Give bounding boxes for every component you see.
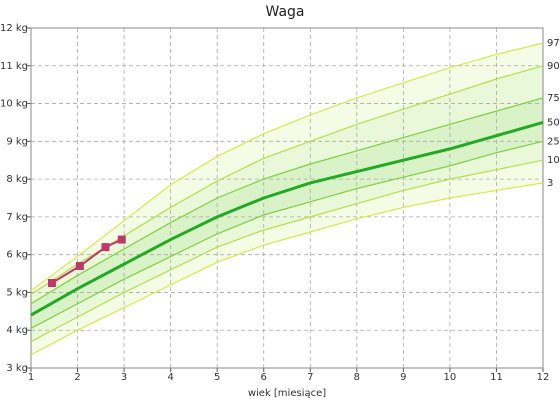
y-tick-label: 3 kg <box>6 363 28 374</box>
percentile-label: 97 <box>547 38 560 49</box>
percentile-line <box>30 182 544 356</box>
x-tick-label: 3 <box>121 372 127 383</box>
x-tick-label: 11 <box>490 372 503 383</box>
percentile-line <box>30 42 544 292</box>
percentile-line <box>30 121 544 317</box>
percentile-label: 10 <box>547 155 560 166</box>
x-tick-label: 8 <box>354 372 360 383</box>
y-tick-label: 9 kg <box>6 136 28 147</box>
measurement-point <box>101 243 110 252</box>
x-tick-label: 5 <box>214 372 220 383</box>
percentile-label: 3 <box>547 178 553 189</box>
x-tick-label: 10 <box>444 372 457 383</box>
x-axis-title: wiek [miesiące] <box>248 388 326 399</box>
x-tick-label: 4 <box>167 372 173 383</box>
percentile-line <box>30 97 544 305</box>
y-tick-label: 11 kg <box>0 61 28 72</box>
measurement-point <box>47 279 56 287</box>
percentile-line <box>30 65 544 295</box>
measurement-point <box>75 262 84 270</box>
y-tick-label: 7 kg <box>6 212 28 223</box>
x-tick-label: 9 <box>400 372 406 383</box>
x-tick-label: 6 <box>261 372 267 383</box>
percentile-label: 50 <box>547 117 560 128</box>
percentile-label: 25 <box>547 136 560 147</box>
y-tick-label: 4 kg <box>6 325 28 336</box>
y-tick-label: 8 kg <box>6 174 28 185</box>
x-tick-label: 2 <box>74 372 80 383</box>
percentile-label: 75 <box>547 93 560 104</box>
y-tick-label: 12 kg <box>0 23 28 34</box>
plot-frame <box>30 27 544 369</box>
y-tick-label: 6 kg <box>6 250 28 261</box>
chart-title: Waga <box>266 4 305 20</box>
y-tick-label: 10 kg <box>0 99 28 110</box>
x-tick-label: 12 <box>537 372 550 383</box>
percentile-line <box>30 159 544 343</box>
percentile-line <box>30 140 544 329</box>
percentile-label: 90 <box>547 61 560 72</box>
measurement-line <box>51 238 123 284</box>
measurement-point <box>117 235 126 244</box>
x-tick-label: 1 <box>28 372 34 383</box>
percentile-band <box>31 97 543 329</box>
x-tick-label: 7 <box>307 372 313 383</box>
y-tick-label: 5 kg <box>6 287 28 298</box>
